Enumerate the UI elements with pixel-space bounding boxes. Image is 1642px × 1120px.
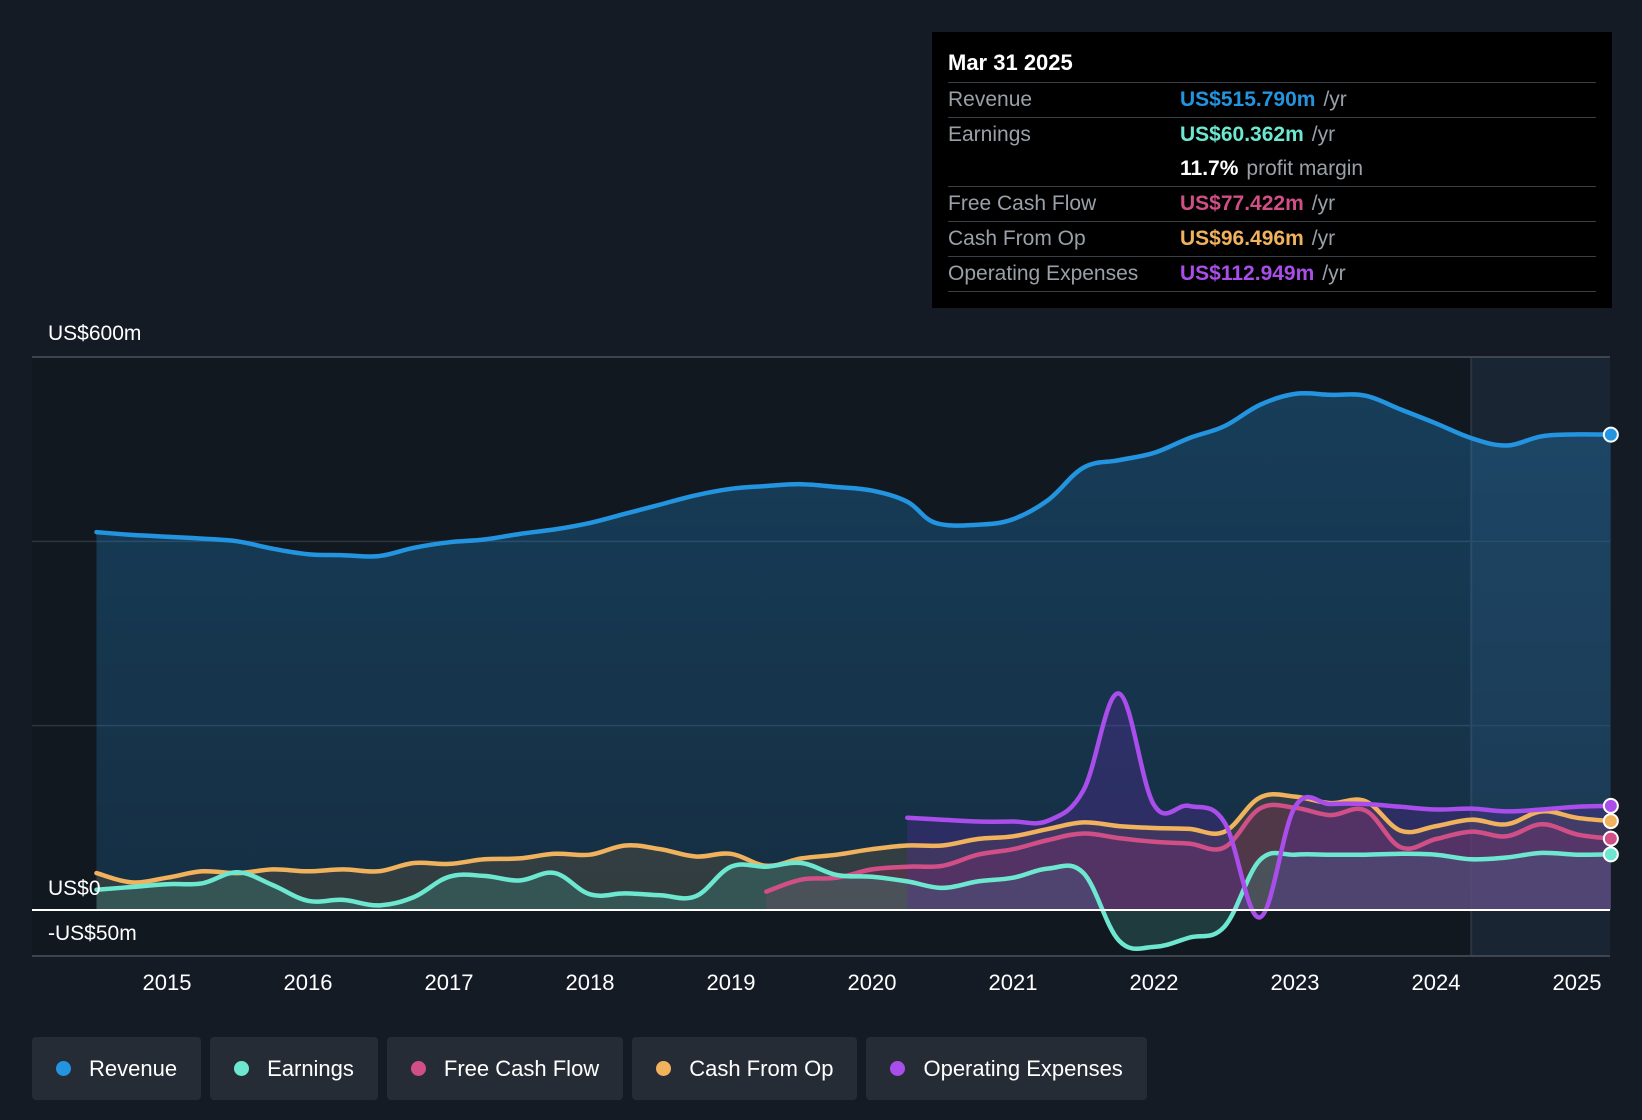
tooltip-unit: /yr: [1311, 123, 1336, 146]
end-dot-earnings[interactable]: [1602, 846, 1619, 863]
x-tick-label: 2020: [848, 970, 897, 995]
tooltip-label: [948, 152, 1180, 186]
series-line-free-cash-flow: [764, 802, 1614, 894]
series-line-operating-expenses: [905, 691, 1614, 920]
x-tick-label: 2015: [143, 970, 192, 995]
legend-dot-icon: [410, 1061, 426, 1076]
x-tick-label: 2018: [566, 970, 615, 995]
tooltip-value: US$112.949m: [1180, 262, 1315, 285]
legend-dot-icon: [234, 1061, 250, 1076]
x-tick-label: 2023: [1271, 970, 1320, 995]
tooltip-value: US$60.362m: [1180, 123, 1304, 146]
tooltip-row-revenue: Revenue US$515.790m /yr: [948, 83, 1596, 118]
legend-item-cash-from-op[interactable]: Cash From Op: [632, 1037, 858, 1100]
legend: Revenue Earnings Free Cash Flow Cash Fro…: [32, 1037, 1156, 1100]
tooltip-label: Free Cash Flow: [948, 192, 1097, 215]
tooltip-value: US$96.496m: [1180, 227, 1304, 250]
tooltip-value: US$77.422m: [1180, 192, 1304, 215]
x-tick-label: 2022: [1130, 970, 1179, 995]
legend-item-free-cash-flow[interactable]: Free Cash Flow: [386, 1037, 624, 1100]
tooltip-label: Earnings: [948, 123, 1031, 146]
x-tick-label: 2017: [425, 970, 474, 995]
tooltip-unit: /yr: [1323, 88, 1347, 111]
tooltip-row-earnings: Earnings US$60.362m /yr: [948, 118, 1596, 152]
end-dot-operating-expenses[interactable]: [1602, 797, 1619, 814]
tooltip-label: Cash From Op: [948, 227, 1086, 250]
tooltip-unit: /yr: [1322, 262, 1346, 285]
tooltip-date: Mar 31 2025: [948, 48, 1596, 83]
legend-label: Earnings: [267, 1055, 354, 1081]
tooltip-row-cash-from-op: Cash From Op US$96.496m /yr: [948, 222, 1596, 257]
series-line-earnings: [94, 850, 1614, 952]
x-tick-label: 2016: [284, 970, 333, 995]
end-dot-cash-from-op[interactable]: [1602, 813, 1619, 830]
x-tick-label: 2025: [1553, 970, 1602, 995]
series-line-cash-from-op: [94, 792, 1614, 885]
legend-dot-icon: [56, 1061, 71, 1076]
tooltip-row-profit-margin: 11.7% profit margin: [948, 152, 1596, 187]
tooltip-panel: Mar 31 2025 Revenue US$515.790m /yr Earn…: [932, 32, 1612, 308]
area-revenue: [96, 393, 1611, 910]
end-dot-revenue[interactable]: [1602, 426, 1619, 443]
legend-dot-icon: [656, 1061, 672, 1076]
tooltip-label: Operating Expenses: [948, 262, 1139, 285]
tooltip-unit: /yr: [1311, 192, 1336, 215]
x-tick-label: 2019: [707, 970, 756, 995]
tooltip-label: Revenue: [948, 88, 1033, 111]
legend-item-earnings[interactable]: Earnings: [210, 1037, 378, 1100]
tooltip-unit: profit margin: [1246, 157, 1364, 180]
tooltip-unit: /yr: [1311, 227, 1336, 250]
tooltip-row-free-cash-flow: Free Cash Flow US$77.422m /yr: [948, 187, 1596, 222]
end-dot-free-cash-flow[interactable]: [1602, 830, 1619, 847]
legend-label: Cash From Op: [689, 1055, 834, 1081]
y-axis-label: US$600m: [48, 322, 141, 345]
x-tick-label: 2021: [989, 970, 1038, 995]
legend-label: Free Cash Flow: [443, 1055, 600, 1081]
legend-dot-icon: [890, 1061, 906, 1076]
y-axis-label: -US$50m: [48, 922, 137, 945]
legend-item-revenue[interactable]: Revenue: [32, 1037, 202, 1100]
legend-item-operating-expenses[interactable]: Operating Expenses: [866, 1037, 1147, 1100]
area-operating-expenses: [907, 693, 1611, 918]
legend-label: Revenue: [89, 1055, 178, 1081]
tooltip-value: 11.7%: [1180, 157, 1239, 180]
tooltip-row-operating-expenses: Operating Expenses US$112.949m /yr: [948, 257, 1596, 292]
tooltip-value: US$515.790m: [1180, 88, 1316, 111]
y-axis-label: US$0: [48, 877, 101, 900]
x-tick-label: 2024: [1412, 970, 1461, 995]
legend-label: Operating Expenses: [923, 1055, 1123, 1081]
series-line-revenue: [94, 390, 1614, 559]
